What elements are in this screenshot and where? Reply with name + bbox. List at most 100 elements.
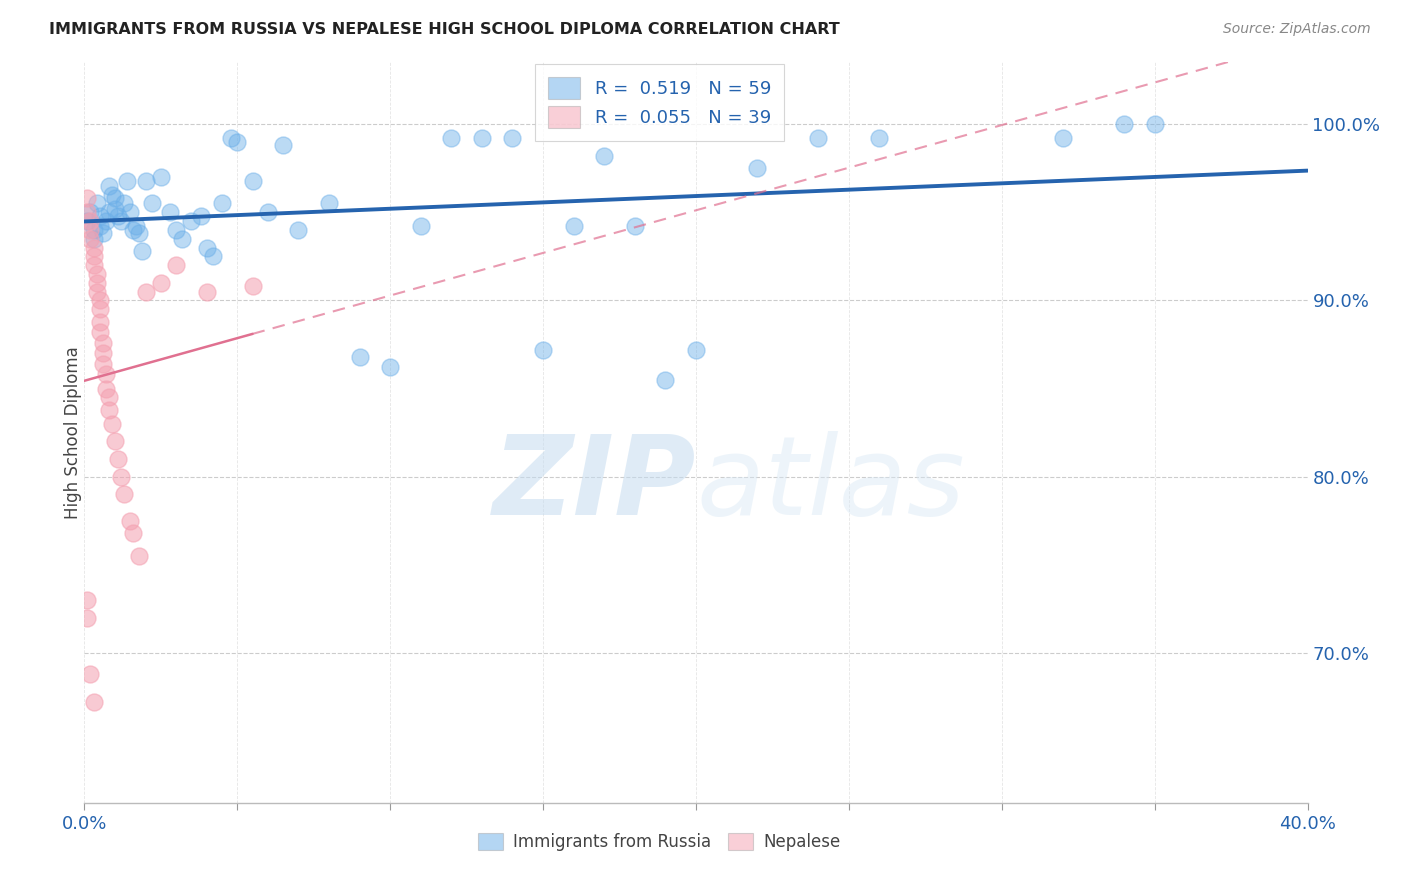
Point	[89, 302, 111, 317]
Point	[76, 214, 98, 228]
Point	[79, 214, 101, 228]
Point	[79, 223, 101, 237]
Point	[76, 191, 98, 205]
Point	[110, 469, 132, 483]
Point	[79, 667, 101, 681]
Point	[131, 244, 153, 258]
Point	[122, 223, 145, 237]
Point	[195, 240, 218, 254]
Point	[107, 209, 129, 223]
Point	[97, 390, 120, 404]
Point	[91, 357, 114, 371]
Point	[91, 227, 114, 241]
Point	[1114, 117, 1136, 131]
Point	[471, 131, 494, 145]
Point	[172, 232, 194, 246]
Point	[76, 205, 98, 219]
Point	[79, 232, 101, 246]
Y-axis label: High School Diploma: High School Diploma	[65, 346, 82, 519]
Point	[94, 382, 117, 396]
Point	[149, 276, 172, 290]
Point	[104, 191, 127, 205]
Point	[94, 214, 117, 228]
Point	[94, 368, 117, 382]
Point	[654, 373, 676, 387]
Point	[219, 131, 242, 145]
Point	[120, 514, 142, 528]
Point	[318, 196, 340, 211]
Point	[271, 138, 294, 153]
Point	[180, 214, 202, 228]
Point	[107, 452, 129, 467]
Point	[83, 258, 105, 272]
Point	[76, 611, 98, 625]
Point	[593, 149, 616, 163]
Text: atlas: atlas	[696, 431, 965, 538]
Point	[86, 196, 108, 211]
Point	[83, 249, 105, 263]
Point	[97, 178, 120, 193]
Point	[531, 343, 554, 357]
Point	[159, 205, 181, 219]
Point	[1052, 131, 1074, 145]
Point	[112, 196, 135, 211]
Point	[97, 402, 120, 417]
Point	[440, 131, 463, 145]
Point	[502, 131, 524, 145]
Point	[86, 276, 108, 290]
Point	[685, 343, 707, 357]
Point	[89, 219, 111, 234]
Point	[165, 258, 187, 272]
Legend: Immigrants from Russia, Nepalese: Immigrants from Russia, Nepalese	[471, 826, 846, 857]
Text: Source: ZipAtlas.com: Source: ZipAtlas.com	[1223, 22, 1371, 37]
Point	[122, 526, 145, 541]
Point	[79, 205, 101, 219]
Point	[135, 285, 157, 299]
Point	[97, 205, 120, 219]
Text: ZIP: ZIP	[492, 431, 696, 538]
Point	[624, 219, 647, 234]
Point	[128, 227, 150, 241]
Point	[165, 223, 187, 237]
Point	[201, 249, 224, 263]
Point	[1143, 117, 1166, 131]
Point	[89, 325, 111, 339]
Point	[91, 335, 114, 350]
Point	[86, 285, 108, 299]
Point	[242, 279, 264, 293]
Point	[211, 196, 233, 211]
Point	[125, 219, 148, 234]
Point	[86, 267, 108, 281]
Point	[195, 285, 218, 299]
Point	[562, 219, 585, 234]
Point	[747, 161, 769, 176]
Point	[135, 173, 157, 187]
Point	[83, 232, 105, 246]
Point	[110, 214, 132, 228]
Point	[120, 205, 142, 219]
Point	[115, 173, 138, 187]
Point	[287, 223, 309, 237]
Point	[257, 205, 280, 219]
Point	[112, 487, 135, 501]
Point	[349, 350, 371, 364]
Point	[89, 293, 111, 308]
Point	[89, 209, 111, 223]
Text: IMMIGRANTS FROM RUSSIA VS NEPALESE HIGH SCHOOL DIPLOMA CORRELATION CHART: IMMIGRANTS FROM RUSSIA VS NEPALESE HIGH …	[49, 22, 839, 37]
Point	[83, 240, 105, 254]
Point	[104, 202, 127, 216]
Point	[242, 173, 264, 187]
Point	[141, 196, 163, 211]
Point	[807, 131, 830, 145]
Point	[89, 314, 111, 328]
Point	[409, 219, 432, 234]
Point	[226, 135, 249, 149]
Point	[190, 209, 212, 223]
Point	[101, 187, 124, 202]
Point	[101, 417, 124, 431]
Point	[128, 549, 150, 563]
Point	[83, 695, 105, 709]
Point	[149, 169, 172, 184]
Point	[104, 434, 127, 449]
Point	[380, 360, 402, 375]
